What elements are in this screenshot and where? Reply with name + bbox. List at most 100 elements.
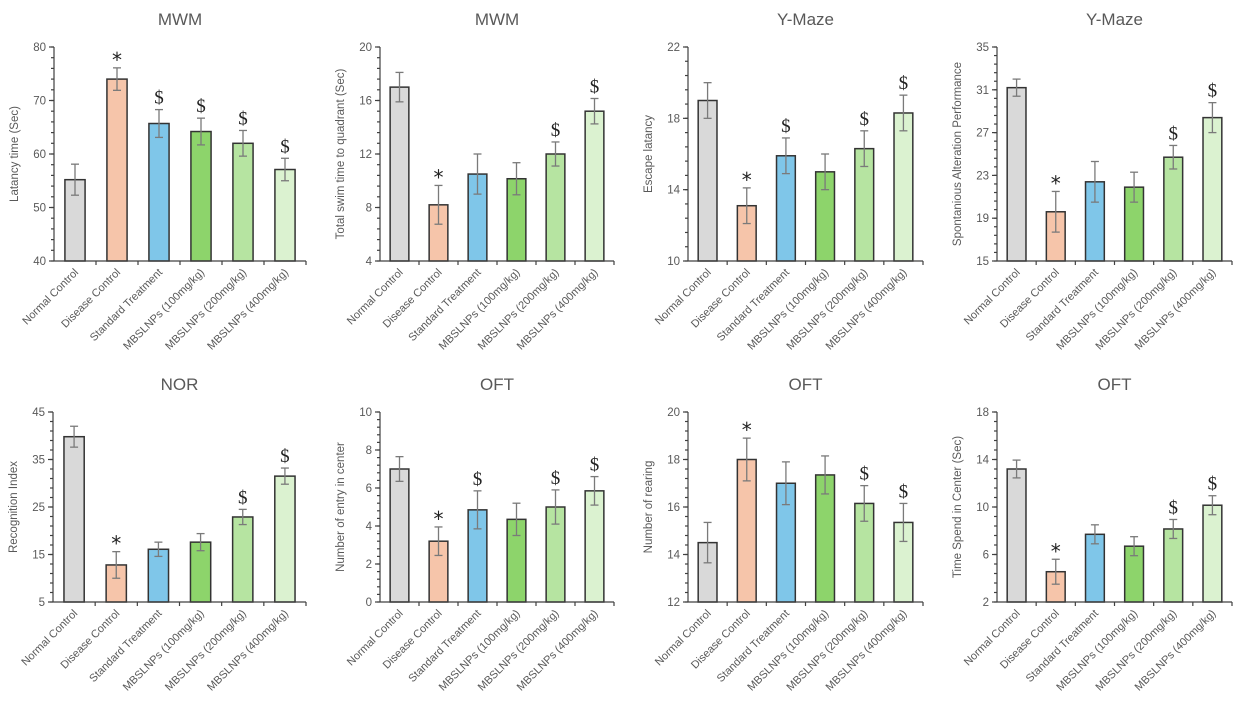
error-bar: [1090, 160, 1099, 203]
y-tick-label: 20: [667, 407, 680, 419]
bar-mbslnps-200mg-kg: [1163, 528, 1184, 603]
bar-mbslnps-200mg-kg: [231, 516, 254, 603]
x-category-label: MBSLNPs (200mg/kg): [163, 608, 249, 694]
bar-mbslnps-100mg-kg: [190, 130, 212, 262]
error-bar: [281, 157, 289, 182]
bar-normal-control: [1006, 468, 1027, 603]
significance-star: *: [434, 165, 444, 189]
significance-dollar: $: [1169, 123, 1179, 144]
significance-dollar: $: [280, 446, 290, 467]
significance-star: *: [742, 418, 752, 442]
x-category-label: Standard Treatment: [1024, 608, 1101, 685]
y-tick-label: 22: [667, 42, 680, 54]
significance-dollar: $: [1208, 474, 1218, 495]
error-bar: [113, 67, 121, 91]
x-category-label: MBSLNPs (400mg/kg): [515, 267, 601, 353]
y-tick-label: 12: [359, 149, 372, 161]
y-tick-label: 45: [32, 407, 45, 419]
significance-star: *: [1051, 171, 1061, 195]
y-tick-label: 6: [366, 483, 372, 495]
y-axis-label: Escape latancy: [643, 115, 655, 193]
x-category-label: MBSLNPs (100mg/kg): [121, 267, 207, 353]
error-bar: [512, 502, 521, 537]
x-category-label: MBSLNPs (400mg/kg): [1133, 267, 1219, 353]
y-tick-label: 4: [366, 256, 373, 268]
y-tick-label: 15: [976, 256, 989, 268]
significance-star: *: [112, 48, 122, 72]
error-bar: [703, 82, 712, 119]
y-tick-label: 18: [667, 455, 680, 467]
y-tick-label: 8: [366, 203, 372, 215]
bar-normal-control: [63, 435, 85, 603]
bar-mbslnps-400mg-kg: [274, 168, 296, 262]
error-bar: [154, 541, 163, 558]
error-bar: [239, 129, 247, 157]
significance-dollar: $: [590, 76, 600, 97]
significance-dollar: $: [899, 481, 909, 502]
x-category-label: MBSLNPs (400mg/kg): [515, 608, 601, 694]
error-bar: [197, 117, 205, 146]
x-category-label: MBSLNPs (400mg/kg): [205, 608, 291, 694]
error-bar: [781, 137, 790, 175]
bar-standard-treatment: [1084, 533, 1106, 603]
significance-dollar: $: [238, 108, 248, 129]
bar-normal-control: [1006, 86, 1027, 262]
y-tick-label: 18: [976, 407, 989, 419]
significance-dollar: $: [590, 455, 600, 476]
significance-dollar: $: [899, 73, 909, 94]
error-bar: [1169, 144, 1178, 170]
significance-dollar: $: [473, 469, 483, 490]
error-bar: [551, 141, 560, 167]
bar-mbslnps-200mg-kg: [1163, 156, 1184, 262]
y-axis-label: Number of rearing: [643, 461, 655, 554]
chart-title: MWM: [158, 10, 202, 29]
x-category-label: Standard Treatment: [87, 608, 164, 685]
significance-star: *: [742, 168, 752, 192]
chart-title: OFT: [789, 375, 823, 394]
y-axis-label: Recognition Index: [8, 461, 20, 553]
y-tick-label: 18: [667, 113, 680, 125]
y-tick-label: 2: [366, 559, 372, 571]
error-bar: [590, 475, 599, 506]
y-tick-label: 14: [667, 185, 680, 197]
y-tick-label: 35: [32, 455, 45, 467]
significance-dollar: $: [860, 464, 870, 485]
chart-title: Y-Maze: [777, 10, 834, 29]
y-tick-label: 14: [976, 455, 989, 467]
error-bar: [781, 461, 790, 506]
error-bar: [238, 508, 247, 526]
y-tick-label: 25: [32, 502, 45, 514]
error-bar: [860, 484, 869, 522]
error-bar: [473, 490, 482, 530]
x-category-label: Standard Treatment: [1024, 267, 1101, 344]
error-bar: [1090, 524, 1099, 545]
error-bar: [1208, 101, 1217, 134]
error-bar: [155, 108, 163, 139]
significance-dollar: $: [551, 120, 561, 141]
significance-star: *: [434, 507, 444, 531]
error-bar: [395, 71, 404, 103]
x-category-label: MBSLNPs (400mg/kg): [824, 267, 910, 353]
significance-star: *: [111, 532, 121, 556]
significance-dollar: $: [1169, 497, 1179, 518]
bar-mbslnps-400mg-kg: [584, 110, 605, 262]
error-bar: [1130, 171, 1139, 203]
error-bar: [473, 153, 482, 195]
y-tick-label: 14: [667, 550, 680, 562]
chart-panel-4: Y-Maze Spontanious Alteration Performance…: [952, 10, 1233, 353]
chart-title: NOR: [161, 375, 199, 394]
y-axis-label: Time Spend in Center (Sec): [952, 436, 964, 578]
error-bar: [821, 455, 830, 495]
error-bar: [899, 502, 908, 543]
y-tick-label: 23: [976, 170, 989, 182]
y-tick-label: 35: [976, 42, 989, 54]
x-category-label: Standard Treatment: [88, 267, 165, 344]
error-bar: [860, 130, 869, 168]
x-category-label: Standard Treatment: [715, 267, 792, 344]
y-axis-label: Latancy time (Sec): [9, 106, 21, 202]
y-tick-label: 40: [33, 256, 46, 268]
y-tick-label: 60: [33, 149, 46, 161]
